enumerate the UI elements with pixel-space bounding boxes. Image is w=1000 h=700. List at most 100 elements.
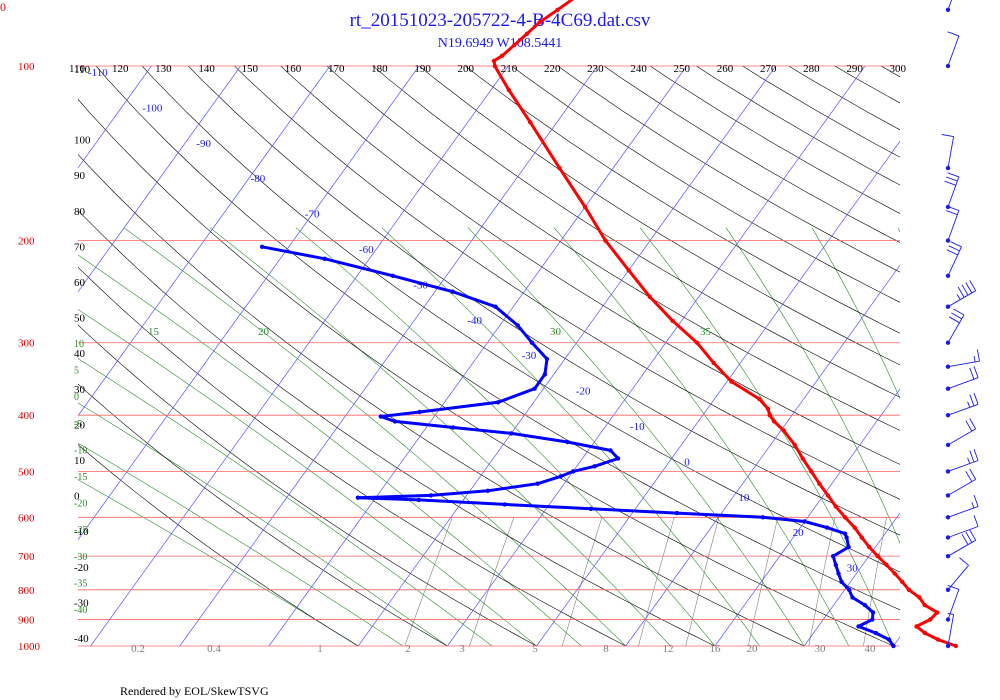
- temperature-segment: [853, 526, 864, 539]
- wind-barb-flag: [973, 366, 979, 378]
- isotherm-label: -100: [142, 102, 163, 114]
- temperature-segment: [885, 563, 897, 575]
- wind-barb-flag: [967, 457, 971, 464]
- wind-barb-flag: [950, 241, 962, 248]
- dewpoint-segment: [451, 426, 513, 435]
- dewpoint-segment: [503, 502, 593, 511]
- wind-barb-dot: [945, 386, 951, 391]
- temperature-segment: [558, 166, 587, 209]
- wind-barb-dot: [945, 273, 951, 278]
- dewpoint-segment: [831, 554, 838, 567]
- isotherm-line: [0, 0, 10, 646]
- isotherm-label: 0: [684, 456, 690, 468]
- dry-adiabat-line: [880, 66, 900, 78]
- temperature-segment: [923, 631, 940, 642]
- mixing-ratio-line: [561, 517, 603, 646]
- top-tick-label: 210: [501, 63, 518, 75]
- dewpoint-segment: [356, 493, 433, 500]
- wind-barb-dot: [945, 617, 951, 622]
- temperature-segment: [876, 554, 889, 567]
- temperature-segment: [757, 397, 770, 411]
- top-tick-label: 180: [371, 63, 388, 75]
- wind-barb-flag: [953, 308, 965, 316]
- isotherm-line: [714, 388, 900, 646]
- isotherm-label: -110: [88, 67, 108, 79]
- temperature-segment: [671, 319, 699, 345]
- temperature-segment: [915, 618, 932, 628]
- dewpoint-segment: [845, 536, 851, 549]
- mixing-ratio-label: 30: [815, 643, 827, 655]
- dewpoint-segment: [379, 410, 422, 418]
- wind-barb-staff: [947, 0, 953, 10]
- mixing-ratio-line: [902, 517, 924, 658]
- top-tick-label: 280: [803, 63, 820, 75]
- mixing-ratio-label: 16: [710, 643, 722, 655]
- temperature-segment: [782, 429, 797, 447]
- dewpoint-segment: [761, 515, 807, 523]
- dewpoint-segment: [559, 469, 575, 478]
- dry-adiabat-line: [372, 66, 900, 398]
- dry-adiabat-line: [78, 324, 538, 646]
- wind-barb-flag: [973, 494, 979, 507]
- isotherm-label: -70: [305, 209, 320, 221]
- isotherm-label: 20: [793, 527, 805, 539]
- temperature-segment: [867, 545, 880, 558]
- pressure-label: 100: [18, 61, 35, 73]
- wind-barb-dot: [945, 413, 951, 418]
- wind-barb-flag: [959, 557, 969, 566]
- mixing-ratio-label: 2: [405, 643, 411, 655]
- moist-adiabat-line: [78, 402, 448, 646]
- dewpoint-segment: [857, 624, 878, 635]
- top-tick-label: 290: [846, 63, 863, 75]
- dry-adiabat-line: [695, 66, 900, 186]
- dry-adiabat-label: 50: [74, 313, 86, 325]
- wind-barb-flag: [976, 349, 980, 362]
- pressure-label: 300: [18, 338, 35, 350]
- top-tick-label: 170: [328, 63, 345, 75]
- dewpoint-segment: [494, 305, 520, 327]
- wind-barb-flag: [945, 210, 958, 216]
- wind-barb-staff: [947, 505, 979, 518]
- moist-adiabat-line: [78, 358, 493, 646]
- mixing-ratio-label: 20: [747, 643, 759, 655]
- wind-barb-dot: [945, 204, 951, 210]
- wind-barb-dot: [945, 304, 951, 309]
- pressure-label: 700: [18, 551, 35, 563]
- temperature-segment: [923, 603, 939, 614]
- moist-adiabat-label: 10: [74, 339, 84, 350]
- moist-adiabat-line: [381, 227, 760, 646]
- wind-barb-flag: [944, 180, 957, 186]
- mixing-ratio-line: [934, 517, 954, 658]
- wind-barb-staff: [947, 539, 976, 557]
- wind-barb-flag: [967, 401, 971, 408]
- wind-barb-flag: [941, 134, 954, 138]
- wind-barb-flag: [965, 471, 973, 482]
- moist-adiabat-line: [725, 227, 900, 544]
- wind-barb-flag: [969, 529, 977, 541]
- dry-adiabat-label: 110: [74, 64, 91, 76]
- isotherm-line: [90, 66, 509, 646]
- wind-barb-staff: [947, 136, 955, 169]
- dewpoint-segment: [393, 419, 455, 429]
- footer-credit: Rendered by EOL/SkewTSVG: [120, 684, 269, 698]
- dry-adiabat-line: [234, 66, 900, 500]
- temperature-segment: [817, 482, 830, 497]
- mixing-ratio-label: 40: [865, 643, 877, 655]
- wind-barb-flag: [946, 249, 958, 256]
- moist-adiabat-line: [553, 227, 850, 646]
- temperature-segment: [860, 536, 871, 549]
- moist-adiabat-label: -40: [74, 605, 87, 616]
- moist-adiabat-label: -15: [74, 472, 87, 483]
- top-tick-label: 110: [69, 63, 86, 75]
- dewpoint-segment: [418, 400, 500, 414]
- dry-adiabat-line: [95, 66, 900, 611]
- wind-barb-flag: [973, 449, 979, 461]
- dry-adiabat-line: [326, 66, 900, 431]
- moist-adiabat-label: 5: [74, 366, 79, 377]
- dry-adiabat-label: 0: [74, 491, 80, 503]
- wind-barb-staff: [947, 210, 960, 241]
- wind-barb-flag: [973, 356, 976, 363]
- dry-adiabat-line: [78, 209, 716, 646]
- isotherm-line: [78, 66, 331, 417]
- temperature-segment: [928, 610, 939, 621]
